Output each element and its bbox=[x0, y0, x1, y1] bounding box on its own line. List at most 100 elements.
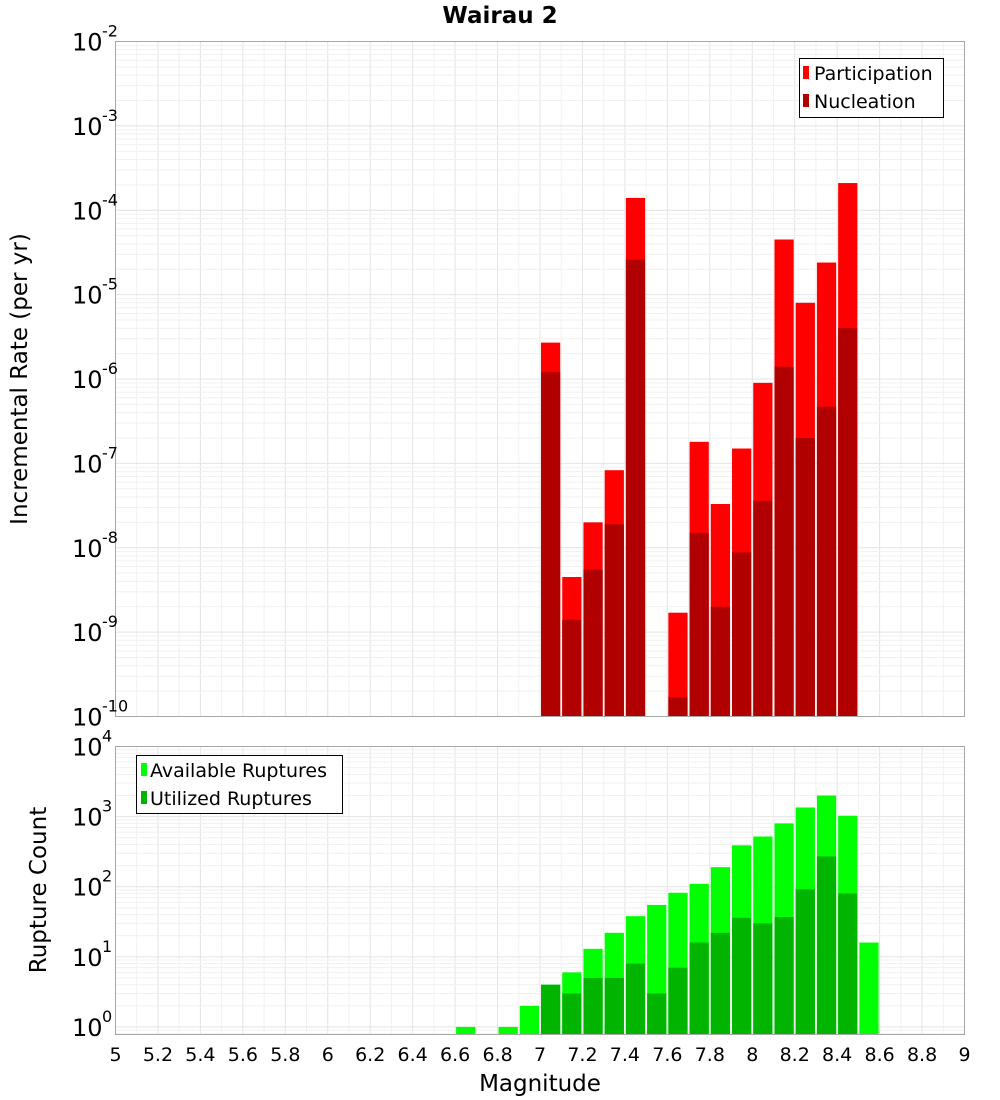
count-y-tick: 10 4 bbox=[72, 727, 112, 762]
legend-swatch-participation bbox=[803, 66, 809, 79]
rate-bar-nucleation bbox=[604, 524, 624, 717]
count-bars bbox=[456, 795, 879, 1035]
count-y-tick: 10 2 bbox=[72, 867, 112, 902]
rate-bar-nucleation bbox=[583, 569, 603, 717]
rate-legend: Participation Nucleation bbox=[799, 58, 944, 118]
rate-y-tick-exp: -9 bbox=[102, 612, 118, 631]
x-tick-label: 9 bbox=[958, 1044, 970, 1066]
count-bar-available-ruptures bbox=[456, 1026, 476, 1035]
rate-y-tick-exp: -10 bbox=[102, 697, 128, 716]
x-axis-label: Magnitude bbox=[479, 1071, 601, 1097]
x-tick-label: 7.8 bbox=[695, 1044, 725, 1066]
rate-y-tick-base: 10 bbox=[72, 450, 103, 478]
count-bar-utilized-ruptures bbox=[583, 977, 603, 1035]
rate-y-tick-base: 10 bbox=[72, 113, 103, 141]
rate-y-tick-base: 10 bbox=[72, 535, 103, 563]
x-tick-label: 7 bbox=[534, 1044, 546, 1066]
count-bar-utilized-ruptures bbox=[604, 977, 624, 1035]
legend-label-utilized: Utilized Ruptures bbox=[150, 788, 312, 810]
legend-label-available: Available Ruptures bbox=[150, 760, 327, 782]
rate-grid bbox=[115, 41, 965, 717]
rate-y-tick: 10 -2 bbox=[72, 22, 118, 57]
legend-swatch-available bbox=[141, 763, 147, 776]
count-bar-utilized-ruptures bbox=[816, 856, 837, 1035]
count-y-tick-exp: 2 bbox=[102, 867, 112, 886]
rate-bars bbox=[541, 183, 858, 717]
x-tick-label: 5.8 bbox=[270, 1044, 300, 1066]
count-legend-box bbox=[136, 755, 343, 814]
rate-bar-nucleation bbox=[753, 500, 773, 717]
rate-bar-nucleation bbox=[774, 366, 794, 717]
x-tick-label: 7.2 bbox=[567, 1044, 597, 1066]
rate-y-tick: 10 -5 bbox=[72, 275, 118, 310]
rate-y-tick: 10 -8 bbox=[72, 528, 118, 563]
rate-y-tick-exp: -4 bbox=[102, 190, 118, 209]
count-y-tick-exp: 4 bbox=[102, 727, 112, 746]
rate-y-tick-base: 10 bbox=[72, 29, 103, 57]
rate-plot-frame bbox=[115, 41, 965, 717]
count-y-tick: 10 3 bbox=[72, 797, 112, 832]
count-bar-utilized-ruptures bbox=[689, 942, 709, 1035]
rate-y-tick-base: 10 bbox=[72, 366, 103, 394]
count-bar-utilized-ruptures bbox=[795, 889, 815, 1035]
legend-label-participation: Participation bbox=[814, 63, 933, 85]
x-tick-label: 8.2 bbox=[780, 1044, 810, 1066]
rate-bar-nucleation bbox=[732, 552, 752, 717]
count-y-tick-base: 10 bbox=[72, 804, 103, 832]
rate-y-tick-exp: -3 bbox=[102, 106, 118, 125]
count-bar-utilized-ruptures bbox=[668, 967, 688, 1035]
x-tick-label: 5.4 bbox=[185, 1044, 215, 1066]
count-y-tick-base: 10 bbox=[72, 874, 103, 902]
rate-y-axis-label: Incremental Rate (per yr) bbox=[7, 233, 33, 525]
rate-y-tick-base: 10 bbox=[72, 619, 103, 647]
count-y-tick-exp: 0 bbox=[102, 1007, 112, 1026]
count-bar-utilized-ruptures bbox=[647, 993, 667, 1035]
rate-y-tick: 10 -10 bbox=[72, 697, 128, 732]
count-y-axis-label: Rupture Count bbox=[26, 807, 52, 973]
legend-swatch-nucleation bbox=[803, 94, 809, 107]
x-tick-label: 7.4 bbox=[610, 1044, 640, 1066]
x-tick-label: 5.2 bbox=[143, 1044, 173, 1066]
rate-bar-nucleation bbox=[838, 328, 858, 717]
rate-y-tick: 10 -4 bbox=[72, 190, 118, 225]
x-tick-label: 8.4 bbox=[822, 1044, 852, 1066]
x-tick-label: 6.8 bbox=[482, 1044, 512, 1066]
rate-bar-nucleation bbox=[541, 372, 561, 717]
count-bar-utilized-ruptures bbox=[562, 993, 582, 1035]
rate-y-tick-exp: -6 bbox=[102, 359, 118, 378]
rate-y-tick-base: 10 bbox=[72, 282, 103, 310]
rate-y-ticks: 10-210-310-410-510-610-710-810-910-10 bbox=[72, 22, 128, 732]
rate-y-tick-base: 10 bbox=[72, 197, 103, 225]
count-bar-utilized-ruptures bbox=[838, 893, 858, 1035]
legend-label-nucleation: Nucleation bbox=[814, 91, 916, 113]
count-y-tick-base: 10 bbox=[72, 944, 103, 972]
x-tick-label: 8.8 bbox=[907, 1044, 937, 1066]
rate-y-tick: 10 -9 bbox=[72, 612, 118, 647]
count-y-tick-base: 10 bbox=[72, 1014, 103, 1042]
rate-y-tick-base: 10 bbox=[72, 704, 103, 732]
rate-bar-nucleation bbox=[562, 619, 582, 717]
x-tick-label: 6.2 bbox=[355, 1044, 385, 1066]
rate-y-tick: 10 -7 bbox=[72, 443, 118, 478]
x-tick-label: 8.6 bbox=[864, 1044, 894, 1066]
legend-swatch-utilized bbox=[141, 791, 147, 804]
count-bar-available-ruptures bbox=[519, 1005, 539, 1035]
count-bar-available-ruptures bbox=[859, 942, 879, 1035]
x-tick-label: 5.6 bbox=[228, 1044, 258, 1066]
x-tick-label: 8 bbox=[746, 1044, 758, 1066]
count-plot-frame bbox=[115, 746, 965, 1035]
rate-panel: 10-210-310-410-510-610-710-810-910-10 In… bbox=[7, 22, 965, 732]
chart-title: Wairau 2 bbox=[442, 3, 557, 29]
rate-bar-nucleation bbox=[816, 406, 837, 717]
x-tick-label: 6 bbox=[322, 1044, 334, 1066]
count-bar-utilized-ruptures bbox=[625, 963, 646, 1035]
rate-bar-nucleation bbox=[710, 606, 731, 717]
count-y-tick: 10 1 bbox=[72, 937, 112, 972]
rate-y-tick: 10 -3 bbox=[72, 106, 118, 141]
x-tick-label: 6.6 bbox=[440, 1044, 470, 1066]
rate-bar-nucleation bbox=[668, 697, 688, 717]
count-bar-utilized-ruptures bbox=[541, 984, 561, 1035]
count-y-tick-exp: 1 bbox=[102, 937, 112, 956]
